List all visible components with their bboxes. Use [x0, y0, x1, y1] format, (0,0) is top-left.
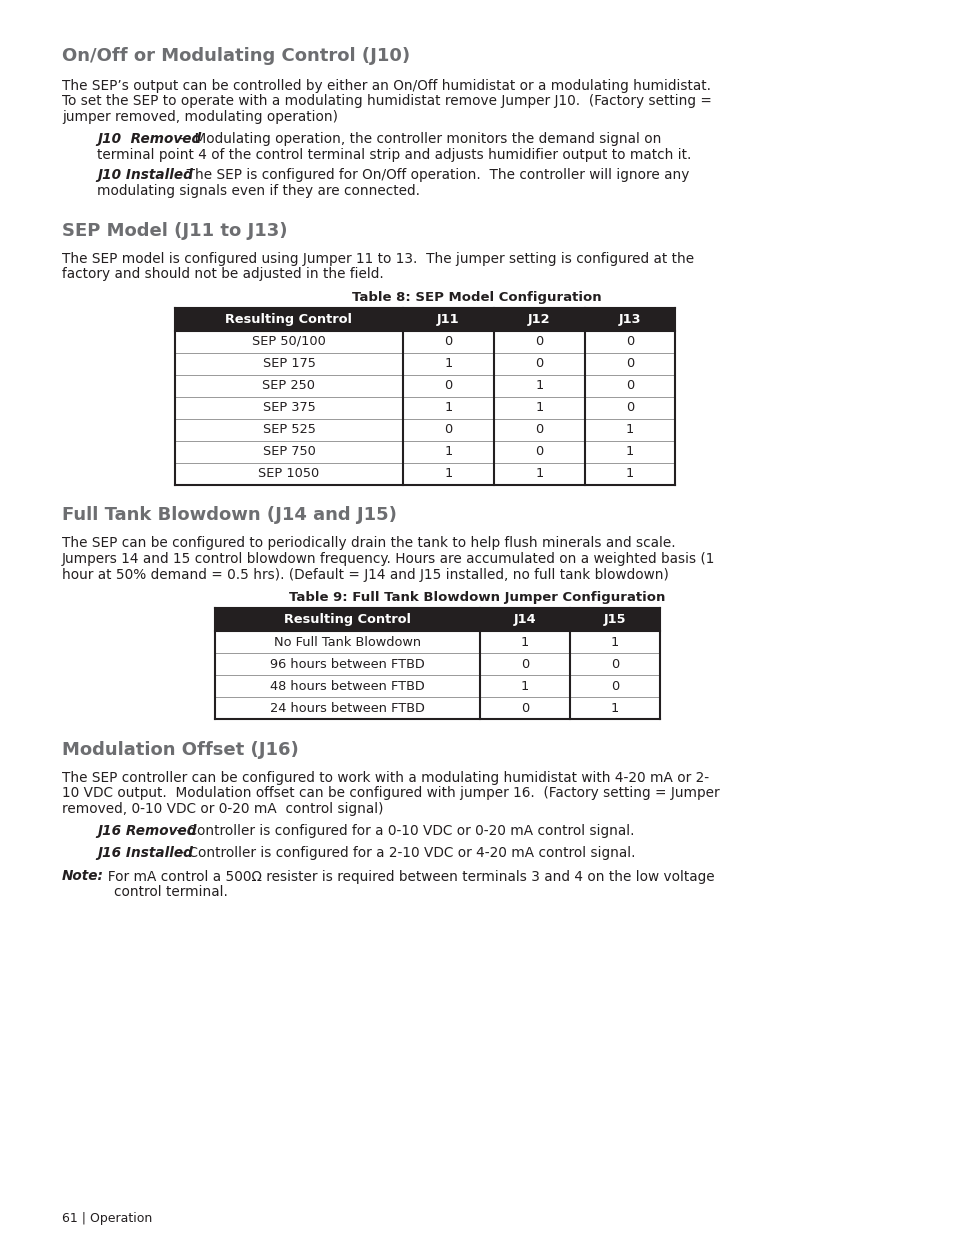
- Text: Resulting Control: Resulting Control: [284, 613, 411, 626]
- Text: Table 9: Full Tank Blowdown Jumper Configuration: Table 9: Full Tank Blowdown Jumper Confi…: [289, 592, 664, 604]
- Text: J15: J15: [603, 613, 625, 626]
- Text: SEP 50/100: SEP 50/100: [252, 335, 326, 348]
- Text: 0: 0: [444, 379, 452, 391]
- Text: Full Tank Blowdown (J14 and J15): Full Tank Blowdown (J14 and J15): [62, 506, 396, 525]
- Text: The SEP can be configured to periodically drain the tank to help flush minerals : The SEP can be configured to periodicall…: [62, 536, 675, 551]
- Text: SEP 175: SEP 175: [262, 357, 315, 370]
- Text: 1: 1: [610, 636, 618, 648]
- Text: SEP 375: SEP 375: [262, 401, 315, 414]
- Text: The SEP controller can be configured to work with a modulating humidistat with 4: The SEP controller can be configured to …: [62, 771, 708, 785]
- Text: 0: 0: [535, 357, 543, 370]
- Text: 0: 0: [535, 335, 543, 348]
- Text: The SEP’s output can be controlled by either an On/Off humidistat or a modulatin: The SEP’s output can be controlled by ei…: [62, 79, 710, 93]
- Text: J14: J14: [513, 613, 536, 626]
- Text: 1: 1: [535, 467, 543, 480]
- Bar: [214, 608, 659, 631]
- Text: J10 Installed: J10 Installed: [97, 168, 193, 183]
- Text: Jumpers 14 and 15 control blowdown frequency. Hours are accumulated on a weighte: Jumpers 14 and 15 control blowdown frequ…: [62, 552, 715, 566]
- Text: 1: 1: [520, 636, 529, 648]
- Text: SEP 525: SEP 525: [262, 424, 315, 436]
- Text: On/Off or Modulating Control (J10): On/Off or Modulating Control (J10): [62, 47, 410, 65]
- Text: 1: 1: [625, 445, 634, 458]
- Text: J10  Removed: J10 Removed: [97, 132, 201, 147]
- Text: SEP 1050: SEP 1050: [258, 467, 319, 480]
- Text: 0: 0: [610, 679, 618, 693]
- Text: 1: 1: [520, 679, 529, 693]
- Text: J12: J12: [528, 312, 550, 326]
- Text: Table 8: SEP Model Configuration: Table 8: SEP Model Configuration: [352, 290, 601, 304]
- Text: 0: 0: [625, 335, 634, 348]
- Text: –  Modulating operation, the controller monitors the demand signal on: – Modulating operation, the controller m…: [179, 132, 660, 147]
- Text: Resulting Control: Resulting Control: [225, 312, 352, 326]
- Text: 1: 1: [625, 424, 634, 436]
- Text: Note:: Note:: [62, 869, 104, 883]
- Text: hour at 50% demand = 0.5 hrs). (Default = J14 and J15 installed, no full tank bl: hour at 50% demand = 0.5 hrs). (Default …: [62, 568, 668, 582]
- Text: 10 VDC output.  Modulation offset can be configured with jumper 16.  (Factory se: 10 VDC output. Modulation offset can be …: [62, 787, 719, 800]
- Text: J16 Removed: J16 Removed: [97, 825, 196, 839]
- Text: removed, 0-10 VDC or 0-20 mA  control signal): removed, 0-10 VDC or 0-20 mA control sig…: [62, 802, 383, 816]
- Text: 24 hours between FTBD: 24 hours between FTBD: [270, 701, 424, 715]
- Text: 0: 0: [535, 445, 543, 458]
- Text: 61 | Operation: 61 | Operation: [62, 1212, 152, 1225]
- Text: SEP 750: SEP 750: [262, 445, 315, 458]
- Text: 1: 1: [625, 467, 634, 480]
- Text: Modulation Offset (J16): Modulation Offset (J16): [62, 741, 298, 760]
- Text: - The SEP is configured for On/Off operation.  The controller will ignore any: - The SEP is configured for On/Off opera…: [172, 168, 689, 183]
- Text: 96 hours between FTBD: 96 hours between FTBD: [270, 657, 424, 671]
- Text: 1: 1: [535, 401, 543, 414]
- Text: – Controller is configured for a 2-10 VDC or 4-20 mA control signal.: – Controller is configured for a 2-10 VD…: [172, 846, 635, 860]
- Text: SEP Model (J11 to J13): SEP Model (J11 to J13): [62, 221, 287, 240]
- Text: 0: 0: [610, 657, 618, 671]
- Text: 0: 0: [535, 424, 543, 436]
- Text: The SEP model is configured using Jumper 11 to 13.  The jumper setting is config: The SEP model is configured using Jumper…: [62, 252, 694, 266]
- Text: factory and should not be adjusted in the field.: factory and should not be adjusted in th…: [62, 267, 383, 282]
- Text: No Full Tank Blowdown: No Full Tank Blowdown: [274, 636, 420, 648]
- Text: 1: 1: [444, 445, 452, 458]
- Text: 1: 1: [444, 467, 452, 480]
- Text: 0: 0: [625, 401, 634, 414]
- Text: To set the SEP to operate with a modulating humidistat remove Jumper J10.  (Fact: To set the SEP to operate with a modulat…: [62, 95, 711, 109]
- Bar: [174, 308, 675, 331]
- Text: 0: 0: [444, 424, 452, 436]
- Text: J11: J11: [436, 312, 459, 326]
- Text: 0: 0: [444, 335, 452, 348]
- Text: SEP 250: SEP 250: [262, 379, 315, 391]
- Text: control terminal.: control terminal.: [113, 885, 228, 899]
- Text: J16 Installed: J16 Installed: [97, 846, 193, 860]
- Text: 1: 1: [444, 357, 452, 370]
- Text: – Controller is configured for a 0-10 VDC or 0-20 mA control signal.: – Controller is configured for a 0-10 VD…: [172, 825, 634, 839]
- Text: modulating signals even if they are connected.: modulating signals even if they are conn…: [97, 184, 419, 198]
- Text: terminal point 4 of the control terminal strip and adjusts humidifier output to : terminal point 4 of the control terminal…: [97, 148, 691, 162]
- Text: 1: 1: [610, 701, 618, 715]
- Text: 0: 0: [625, 379, 634, 391]
- Text: jumper removed, modulating operation): jumper removed, modulating operation): [62, 110, 337, 124]
- Text: 1: 1: [444, 401, 452, 414]
- Text: 0: 0: [625, 357, 634, 370]
- Text: 0: 0: [520, 701, 529, 715]
- Text: For mA control a 500Ω resister is required between terminals 3 and 4 on the low : For mA control a 500Ω resister is requir…: [99, 869, 714, 883]
- Text: 0: 0: [520, 657, 529, 671]
- Text: J13: J13: [618, 312, 640, 326]
- Text: 48 hours between FTBD: 48 hours between FTBD: [270, 679, 424, 693]
- Text: 1: 1: [535, 379, 543, 391]
